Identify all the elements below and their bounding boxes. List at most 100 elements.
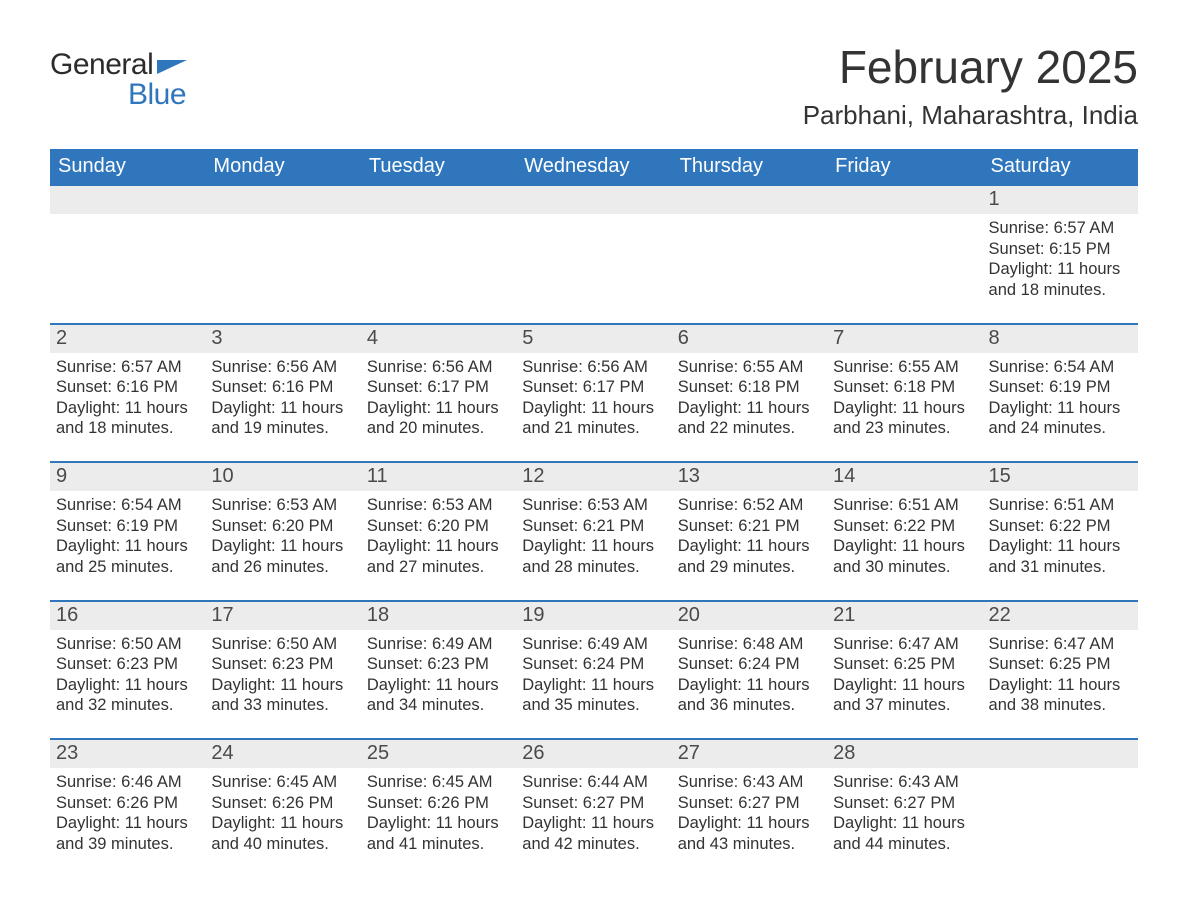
sunset-text: Sunset: 6:22 PM — [833, 516, 976, 537]
sunset-text: Sunset: 6:26 PM — [56, 793, 199, 814]
day-number: 25 — [361, 740, 516, 768]
day-header-cell: Wednesday — [516, 149, 671, 186]
sunset-text: Sunset: 6:21 PM — [522, 516, 665, 537]
daynum-row: 9 — [50, 463, 205, 491]
day-number: 2 — [50, 325, 205, 353]
daylight-text: Daylight: 11 hours and 41 minutes. — [367, 813, 510, 854]
daylight-text: Daylight: 11 hours and 24 minutes. — [989, 398, 1132, 439]
day-cell: . — [983, 740, 1138, 859]
day-cell: 20Sunrise: 6:48 AMSunset: 6:24 PMDayligh… — [672, 602, 827, 721]
sunset-text: Sunset: 6:18 PM — [833, 377, 976, 398]
sunset-text: Sunset: 6:21 PM — [678, 516, 821, 537]
daylight-text: Daylight: 11 hours and 38 minutes. — [989, 675, 1132, 716]
brand-text: General Blue — [50, 50, 187, 110]
day-content: Sunrise: 6:55 AMSunset: 6:18 PMDaylight:… — [827, 353, 982, 444]
sunset-text: Sunset: 6:20 PM — [367, 516, 510, 537]
daylight-text: Daylight: 11 hours and 44 minutes. — [833, 813, 976, 854]
day-content: Sunrise: 6:56 AMSunset: 6:17 PMDaylight:… — [516, 353, 671, 444]
sunset-text: Sunset: 6:19 PM — [989, 377, 1132, 398]
day-cell: 2Sunrise: 6:57 AMSunset: 6:16 PMDaylight… — [50, 325, 205, 444]
daylight-text: Daylight: 11 hours and 31 minutes. — [989, 536, 1132, 577]
day-cell: 18Sunrise: 6:49 AMSunset: 6:23 PMDayligh… — [361, 602, 516, 721]
day-content: Sunrise: 6:51 AMSunset: 6:22 PMDaylight:… — [983, 491, 1138, 582]
weeks-container: ......1Sunrise: 6:57 AMSunset: 6:15 PMDa… — [50, 186, 1138, 859]
sunrise-text: Sunrise: 6:45 AM — [211, 772, 354, 793]
day-content: Sunrise: 6:45 AMSunset: 6:26 PMDaylight:… — [361, 768, 516, 859]
day-number: 14 — [827, 463, 982, 491]
day-number: 5 — [516, 325, 671, 353]
flag-icon — [157, 50, 187, 80]
day-content: Sunrise: 6:46 AMSunset: 6:26 PMDaylight:… — [50, 768, 205, 859]
brand-word2: Blue — [128, 78, 186, 111]
day-content: Sunrise: 6:52 AMSunset: 6:21 PMDaylight:… — [672, 491, 827, 582]
sunrise-text: Sunrise: 6:50 AM — [56, 634, 199, 655]
day-number: 7 — [827, 325, 982, 353]
daylight-text: Daylight: 11 hours and 42 minutes. — [522, 813, 665, 854]
daynum-row: . — [361, 186, 516, 214]
daynum-row: 2 — [50, 325, 205, 353]
sunset-text: Sunset: 6:15 PM — [989, 239, 1132, 260]
sunset-text: Sunset: 6:17 PM — [522, 377, 665, 398]
daynum-row: . — [827, 186, 982, 214]
daynum-row: 17 — [205, 602, 360, 630]
sunset-text: Sunset: 6:18 PM — [678, 377, 821, 398]
sunrise-text: Sunrise: 6:50 AM — [211, 634, 354, 655]
week-row: 9Sunrise: 6:54 AMSunset: 6:19 PMDaylight… — [50, 461, 1138, 582]
title-location: Parbhani, Maharashtra, India — [803, 100, 1138, 131]
day-header-cell: Thursday — [672, 149, 827, 186]
sunset-text: Sunset: 6:25 PM — [989, 654, 1132, 675]
calendar-page: General Blue February 2025 Parbhani, Mah… — [0, 0, 1188, 899]
daylight-text: Daylight: 11 hours and 27 minutes. — [367, 536, 510, 577]
daylight-text: Daylight: 11 hours and 36 minutes. — [678, 675, 821, 716]
sunrise-text: Sunrise: 6:49 AM — [367, 634, 510, 655]
day-content: Sunrise: 6:50 AMSunset: 6:23 PMDaylight:… — [205, 630, 360, 721]
day-cell: 15Sunrise: 6:51 AMSunset: 6:22 PMDayligh… — [983, 463, 1138, 582]
daynum-row: 1 — [983, 186, 1138, 214]
sunrise-text: Sunrise: 6:47 AM — [833, 634, 976, 655]
day-cell: . — [205, 186, 360, 305]
day-content: Sunrise: 6:45 AMSunset: 6:26 PMDaylight:… — [205, 768, 360, 859]
day-cell: 5Sunrise: 6:56 AMSunset: 6:17 PMDaylight… — [516, 325, 671, 444]
day-content: Sunrise: 6:43 AMSunset: 6:27 PMDaylight:… — [672, 768, 827, 859]
sunset-text: Sunset: 6:27 PM — [522, 793, 665, 814]
day-cell: 1Sunrise: 6:57 AMSunset: 6:15 PMDaylight… — [983, 186, 1138, 305]
day-cell: 17Sunrise: 6:50 AMSunset: 6:23 PMDayligh… — [205, 602, 360, 721]
daynum-row: 16 — [50, 602, 205, 630]
day-cell: 10Sunrise: 6:53 AMSunset: 6:20 PMDayligh… — [205, 463, 360, 582]
sunset-text: Sunset: 6:26 PM — [367, 793, 510, 814]
day-cell: . — [827, 186, 982, 305]
day-content: Sunrise: 6:47 AMSunset: 6:25 PMDaylight:… — [983, 630, 1138, 721]
week-row: 16Sunrise: 6:50 AMSunset: 6:23 PMDayligh… — [50, 600, 1138, 721]
day-number: 1 — [983, 186, 1138, 214]
daylight-text: Daylight: 11 hours and 30 minutes. — [833, 536, 976, 577]
sunset-text: Sunset: 6:24 PM — [678, 654, 821, 675]
day-content: Sunrise: 6:57 AMSunset: 6:15 PMDaylight:… — [983, 214, 1138, 305]
day-cell: 24Sunrise: 6:45 AMSunset: 6:26 PMDayligh… — [205, 740, 360, 859]
day-number: 12 — [516, 463, 671, 491]
day-number: 22 — [983, 602, 1138, 630]
title-month-year: February 2025 — [803, 40, 1138, 94]
sunrise-text: Sunrise: 6:56 AM — [211, 357, 354, 378]
day-content: Sunrise: 6:53 AMSunset: 6:20 PMDaylight:… — [361, 491, 516, 582]
daynum-row: 10 — [205, 463, 360, 491]
day-content: Sunrise: 6:49 AMSunset: 6:24 PMDaylight:… — [516, 630, 671, 721]
sunrise-text: Sunrise: 6:55 AM — [678, 357, 821, 378]
day-cell: 26Sunrise: 6:44 AMSunset: 6:27 PMDayligh… — [516, 740, 671, 859]
day-cell: 14Sunrise: 6:51 AMSunset: 6:22 PMDayligh… — [827, 463, 982, 582]
day-cell: . — [361, 186, 516, 305]
sunset-text: Sunset: 6:20 PM — [211, 516, 354, 537]
daylight-text: Daylight: 11 hours and 39 minutes. — [56, 813, 199, 854]
sunrise-text: Sunrise: 6:52 AM — [678, 495, 821, 516]
day-number: 26 — [516, 740, 671, 768]
day-number: 19 — [516, 602, 671, 630]
day-number: 28 — [827, 740, 982, 768]
week-row: ......1Sunrise: 6:57 AMSunset: 6:15 PMDa… — [50, 186, 1138, 305]
day-content: Sunrise: 6:53 AMSunset: 6:21 PMDaylight:… — [516, 491, 671, 582]
sunrise-text: Sunrise: 6:57 AM — [989, 218, 1132, 239]
daynum-row: 24 — [205, 740, 360, 768]
day-header-cell: Sunday — [50, 149, 205, 186]
day-number: 8 — [983, 325, 1138, 353]
day-number: 18 — [361, 602, 516, 630]
sunset-text: Sunset: 6:25 PM — [833, 654, 976, 675]
sunrise-text: Sunrise: 6:47 AM — [989, 634, 1132, 655]
